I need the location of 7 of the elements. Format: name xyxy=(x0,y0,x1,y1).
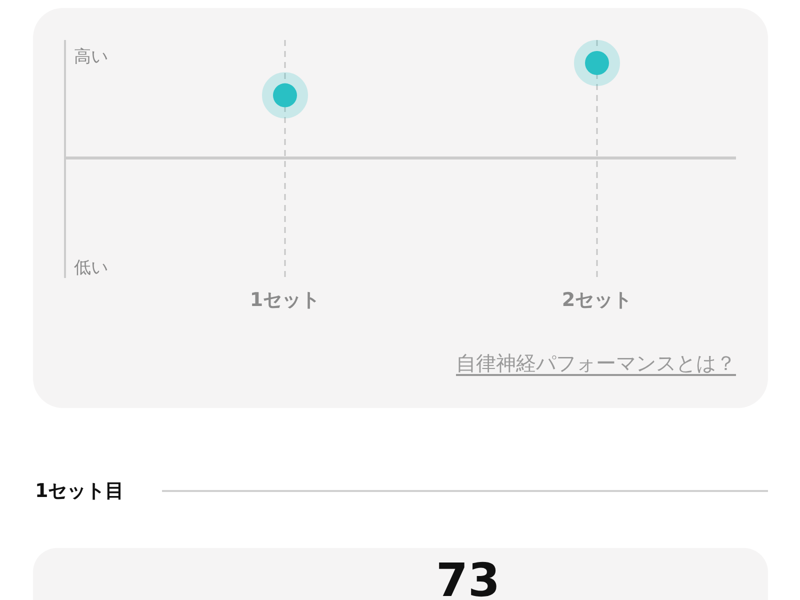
text: 自律神経パフォーマンスとは？ xyxy=(456,351,736,375)
x-tick-label: 2セット xyxy=(562,289,632,311)
annotation: 高い xyxy=(74,47,108,67)
text: 1セット目 xyxy=(35,480,124,502)
text: 73 xyxy=(436,553,500,600)
text: 低い xyxy=(74,258,108,278)
x-tick-label: 1セット xyxy=(250,289,320,311)
